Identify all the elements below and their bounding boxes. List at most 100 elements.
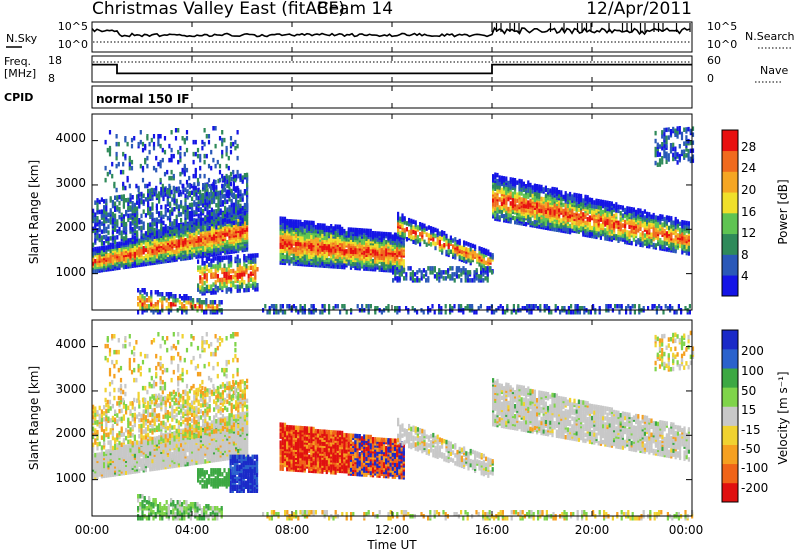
echo-cell — [427, 225, 430, 230]
echo-cell — [234, 145, 237, 151]
echo-cell — [226, 207, 229, 212]
echo-cell — [125, 227, 128, 233]
echo-cell — [151, 196, 154, 201]
echo-cell — [365, 262, 368, 267]
echo-cell — [141, 141, 145, 147]
echo-cell — [551, 206, 554, 212]
echo-cell — [175, 222, 178, 228]
echo-cell — [443, 243, 446, 248]
echo-cell — [161, 300, 164, 305]
echo-cell — [505, 176, 508, 181]
echo-cell — [236, 288, 239, 293]
echo-cell — [396, 270, 399, 275]
echo-cell — [203, 272, 206, 278]
echo-cell — [463, 246, 466, 251]
echo-cell — [184, 201, 187, 206]
echo-cell — [371, 248, 375, 254]
echo-cell — [529, 198, 532, 204]
echo-cell — [136, 218, 139, 223]
echo-cell — [358, 236, 361, 241]
echo-cell — [569, 191, 572, 197]
echo-cell — [202, 196, 205, 202]
echo-cell — [177, 128, 180, 133]
echo-cell — [194, 173, 197, 179]
echo-cell — [358, 244, 361, 249]
echo-cell — [500, 209, 503, 215]
echo-cell — [516, 198, 519, 203]
echo-cell — [405, 227, 408, 232]
echo-cell — [182, 189, 185, 195]
echo-cell — [155, 155, 158, 161]
echo-cell — [175, 186, 178, 192]
echo-cell — [223, 255, 226, 260]
echo-cell — [223, 137, 226, 143]
echo-cell — [234, 276, 237, 282]
echo-cell — [138, 226, 141, 231]
echo-cell — [500, 205, 503, 211]
echo-cell — [142, 262, 145, 267]
echo-cell — [243, 266, 246, 271]
echo-cell — [221, 234, 224, 240]
echo-cell — [238, 280, 241, 285]
echo-cell — [498, 175, 501, 180]
echo-cell — [133, 247, 136, 252]
echo-cell — [610, 223, 613, 228]
echo-cell — [188, 175, 191, 181]
echo-cell — [249, 271, 252, 276]
echo-cell — [172, 153, 175, 159]
echo-cell — [202, 192, 205, 198]
beam-label: Beam 14 — [317, 0, 393, 19]
echo-cell — [429, 266, 432, 271]
echo-cell — [163, 296, 166, 301]
echo-cell — [480, 247, 483, 252]
echo-cell — [469, 250, 472, 256]
echo-cell — [624, 219, 627, 225]
echo-cell — [443, 231, 446, 236]
echo-cell — [98, 254, 101, 259]
echo-cell — [151, 206, 154, 211]
cpid-panel: CPID normal 150 IF — [4, 85, 693, 109]
echo-cell — [454, 237, 457, 242]
echo-cell — [169, 229, 172, 235]
echo-cell — [206, 230, 209, 236]
echo-cell — [166, 189, 169, 195]
echo-cell — [179, 189, 182, 195]
echo-cell — [125, 221, 128, 227]
echo-cell — [562, 208, 565, 214]
echo-cell — [133, 208, 136, 214]
echo-cell — [116, 235, 119, 240]
echo-cell — [232, 208, 235, 213]
echo-cell — [401, 213, 404, 218]
echo-cell — [433, 274, 436, 279]
echo-cell — [186, 241, 189, 247]
echo-cell — [156, 290, 159, 295]
echo-cell — [115, 151, 118, 157]
echo-cell — [158, 229, 161, 234]
echo-cell — [209, 300, 212, 305]
echo-cell — [205, 134, 208, 139]
echo-cell — [243, 202, 246, 208]
echo-cell — [378, 243, 381, 248]
echo-cell — [196, 181, 200, 187]
echo-cell — [107, 240, 110, 245]
echo-cell — [316, 223, 320, 228]
echo-cell — [474, 250, 477, 255]
echo-cell — [191, 235, 194, 240]
echo-cell — [189, 302, 192, 307]
echo-cell — [98, 225, 101, 231]
echo-cell — [518, 184, 521, 190]
echo-cell — [604, 236, 607, 241]
echo-cell — [409, 272, 412, 277]
echo-cell — [210, 191, 213, 197]
echo-cell — [179, 179, 182, 185]
echo-cell — [140, 234, 143, 239]
echo-cell — [464, 278, 467, 283]
echo-cell — [606, 200, 609, 206]
echo-cell — [516, 180, 519, 185]
echo-cell — [133, 136, 136, 141]
echo-cell — [597, 231, 600, 236]
echo-cell — [527, 192, 530, 197]
echo-cell — [544, 193, 547, 198]
echo-cell — [199, 189, 202, 195]
echo-cell — [120, 251, 123, 256]
